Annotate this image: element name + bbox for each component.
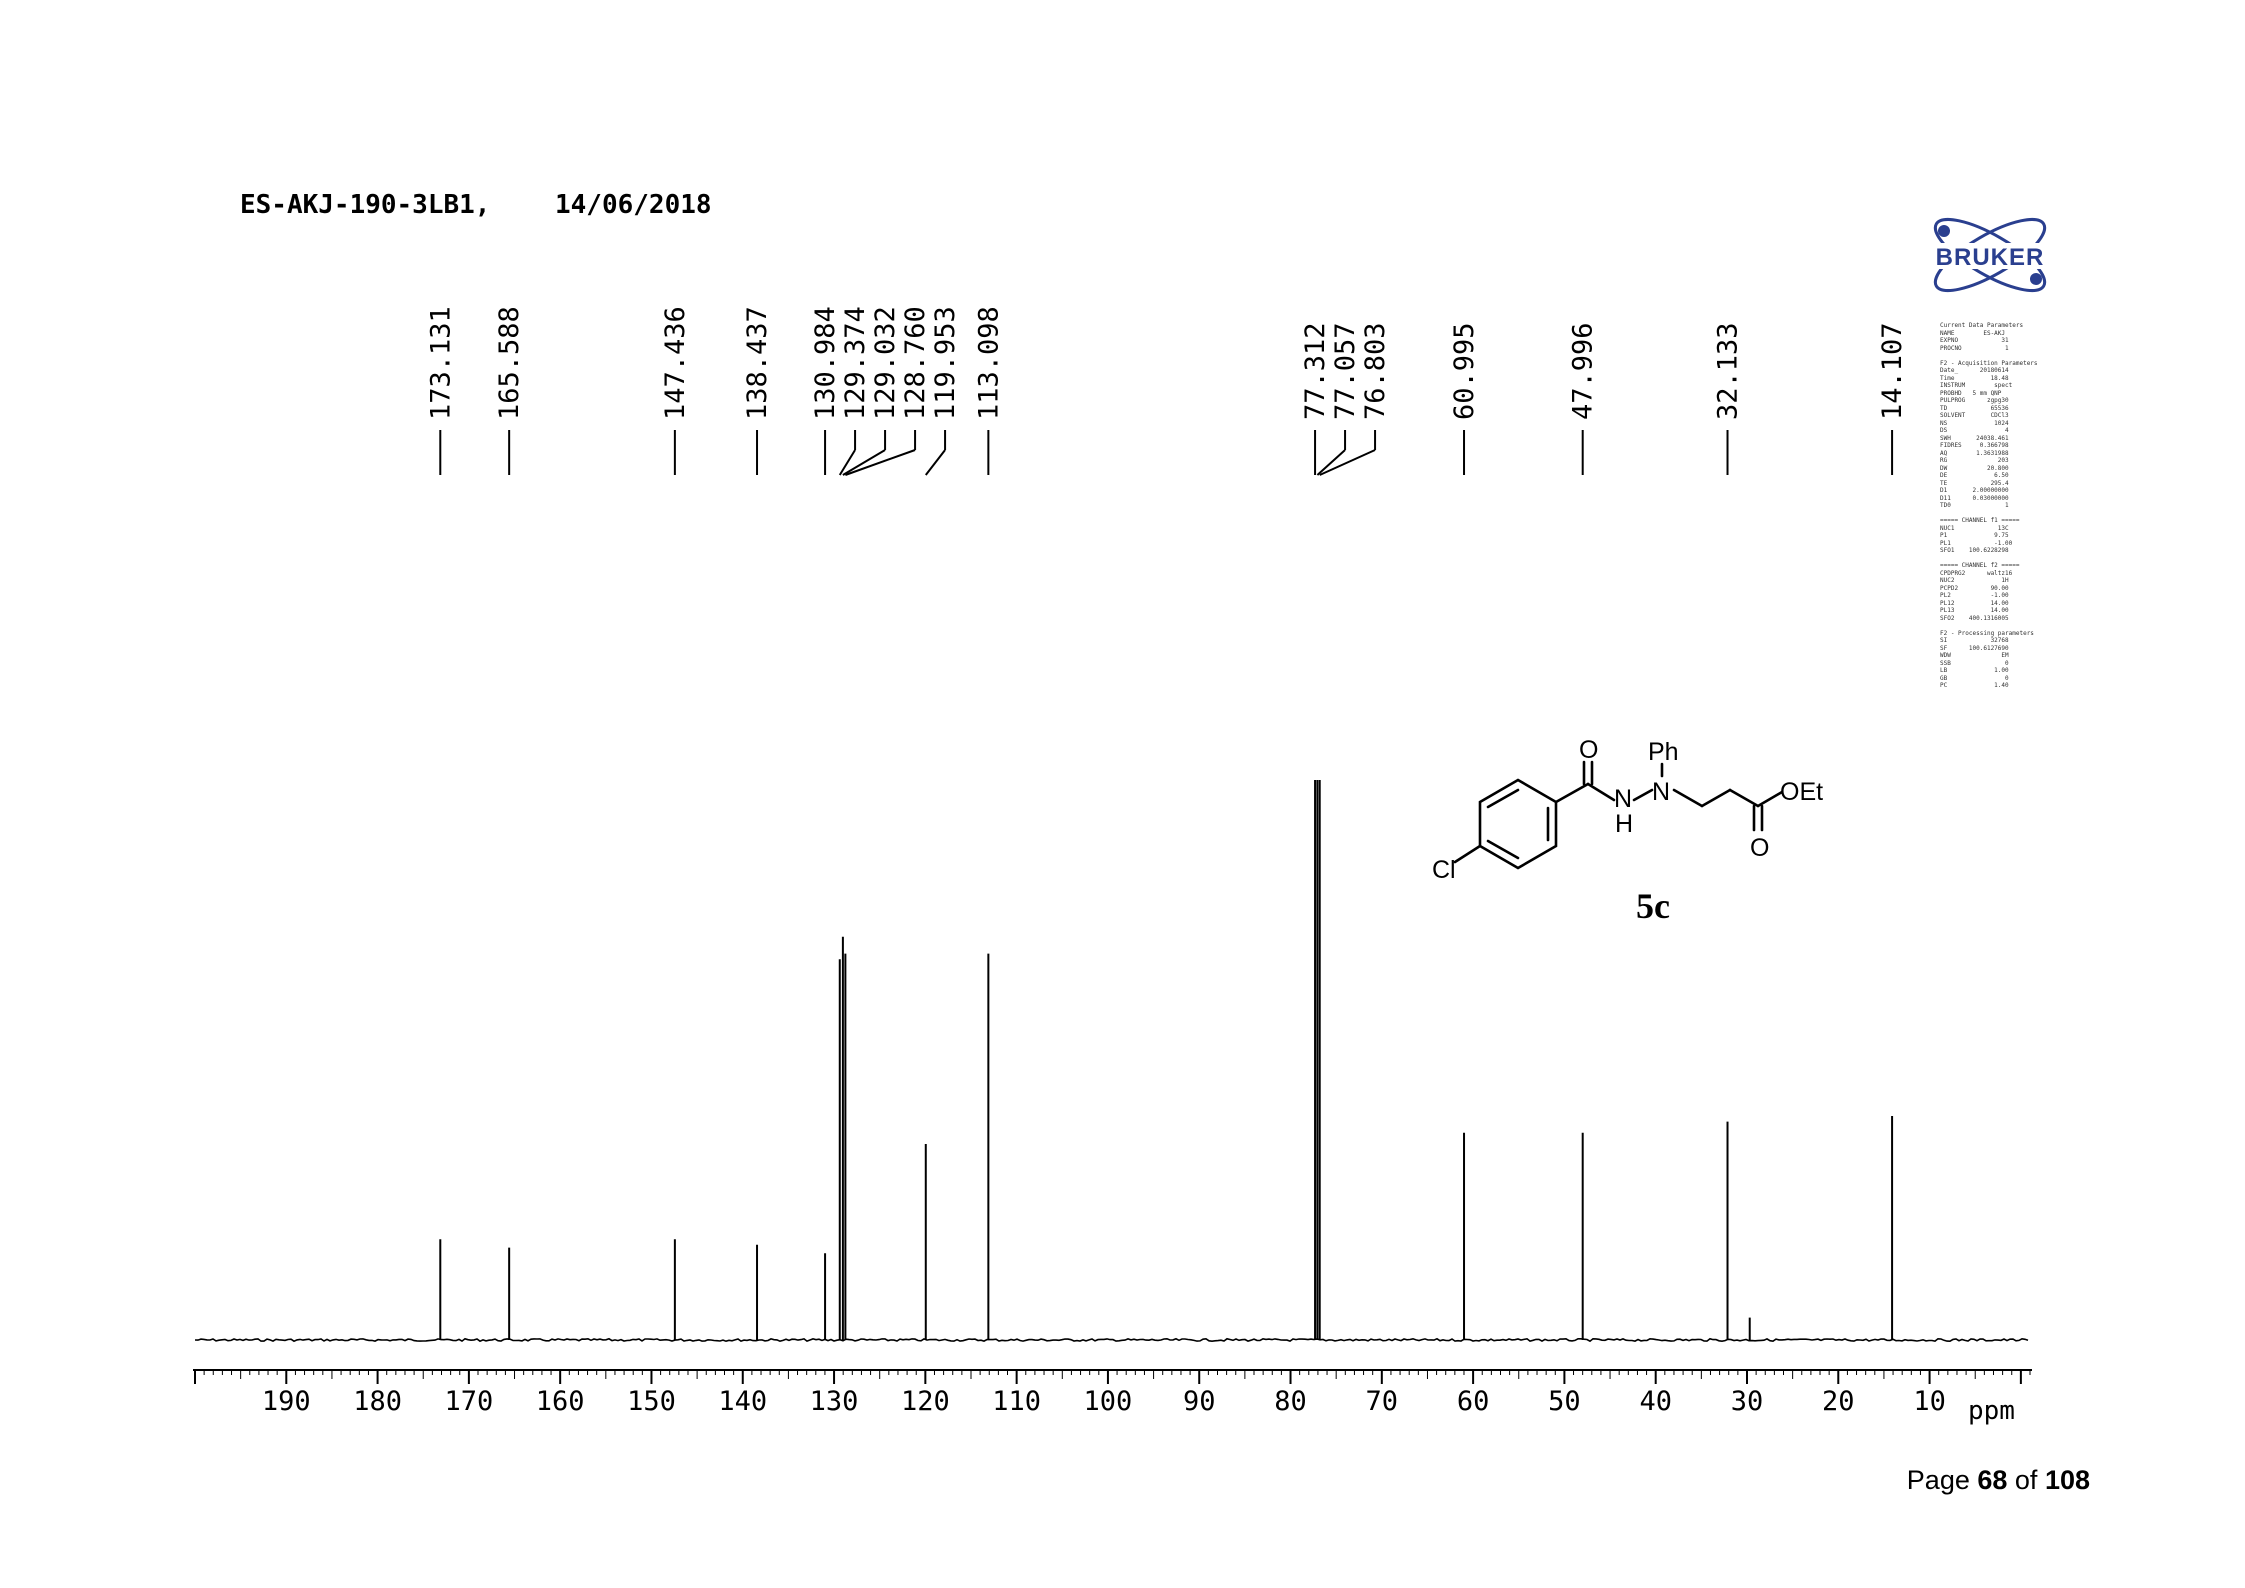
page-current: 68	[1977, 1465, 2008, 1495]
peak-label: 128.760	[900, 306, 931, 420]
peak-label: 173.131	[425, 306, 456, 420]
x-axis-tick-label: 140	[718, 1386, 767, 1417]
bruker-logo-text: BRUKER	[1936, 244, 2045, 271]
peak-label: 129.374	[840, 306, 871, 420]
peak-label: 32.133	[1713, 322, 1744, 420]
peak-label-connector	[838, 449, 856, 476]
atom-label-nh-h: H	[1615, 810, 1633, 838]
x-axis-tick-label: 160	[536, 1386, 585, 1417]
benzene-ring	[1478, 778, 1558, 870]
atom-label-oet: OEt	[1780, 778, 1823, 806]
peak-label-connector	[845, 449, 916, 476]
x-axis-tick-label: 190	[262, 1386, 311, 1417]
x-axis: 190 180 170 160 150 140 130 120 110 100 90 80 70 60 50…	[193, 1369, 2032, 1417]
x-axis-tick-label: 20	[1822, 1386, 1855, 1417]
bruker-atom-logo: BRUKER	[1922, 217, 2058, 293]
atom-label-cl: Cl	[1432, 856, 1456, 884]
x-axis-tick-label: 50	[1548, 1386, 1581, 1417]
atom-label-ph: Ph	[1648, 738, 1679, 766]
nn-bond	[1632, 788, 1654, 802]
peak-connector-group	[439, 430, 1894, 476]
chain-bond-3	[1728, 788, 1760, 808]
x-axis-tick-label: 110	[992, 1386, 1041, 1417]
peak-label: 119.953	[930, 306, 961, 420]
peak-label: 77.057	[1330, 322, 1361, 420]
cl-bond	[1453, 844, 1482, 864]
x-axis-tick-label: 10	[1913, 1386, 1946, 1417]
page-total: 108	[2044, 1465, 2090, 1495]
x-axis-tick-label: 170	[444, 1386, 493, 1417]
sample-title: ES-AKJ-190-3LB1,	[240, 190, 490, 220]
peak-label: 129.032	[870, 306, 901, 420]
x-axis-tick-label: 120	[901, 1386, 950, 1417]
x-axis-tick-label: 150	[627, 1386, 676, 1417]
chain-bond-1	[1672, 788, 1704, 808]
x-axis-tick-label: 60	[1457, 1386, 1490, 1417]
peak-label-connector	[1316, 449, 1346, 476]
x-axis-tick-label: 100	[1084, 1386, 1133, 1417]
peak-label-connector	[842, 449, 886, 476]
peak-label-connector	[1319, 449, 1376, 476]
ester-o-bond	[1756, 790, 1784, 808]
atom-label-n2: N	[1652, 778, 1670, 806]
atom-label-ester-o: O	[1750, 834, 1769, 862]
x-axis-tick-label: 80	[1274, 1386, 1307, 1417]
ring-double-bond-3	[1486, 839, 1520, 860]
peak-label: 76.803	[1360, 322, 1391, 420]
atom-label-nh-n: N	[1614, 785, 1632, 813]
peak-label: 77.312	[1300, 322, 1331, 420]
chemical-structure-5c	[1453, 760, 1784, 870]
peak-label-connector	[924, 449, 946, 476]
peak-label: 130.984	[810, 306, 841, 420]
x-axis-tick-label: 130	[810, 1386, 859, 1417]
structure-labels: Cl O N H N Ph OEt O 5c	[1432, 736, 1823, 926]
x-axis-tick-label: 70	[1366, 1386, 1399, 1417]
x-axis-tick-label: 40	[1639, 1386, 1672, 1417]
ring-to-carbonyl-bond	[1554, 782, 1590, 804]
page-of: of	[2007, 1465, 2045, 1495]
x-axis-unit-label: ppm	[1968, 1396, 2015, 1426]
x-axis-tick-label: 90	[1183, 1386, 1216, 1417]
peak-label: 60.995	[1449, 322, 1480, 420]
acquisition-parameters: Current Data Parameters NAME ES-AKJ EXPN…	[1940, 322, 2038, 689]
peak-label: 147.436	[660, 306, 691, 420]
chain-bond-2	[1700, 788, 1732, 808]
compound-label: 5c	[1636, 886, 1670, 926]
peak-label: 47.996	[1568, 322, 1599, 420]
peak-label-group: 173.131 165.588 147.436 138.437 130.984 129.3…	[425, 306, 1908, 420]
spectrum-baseline	[194, 1337, 2029, 1343]
peak-label: 165.588	[494, 306, 525, 420]
ring-double-bond-1	[1486, 788, 1520, 809]
page-prefix: Page	[1906, 1465, 1978, 1495]
peak-label: 14.107	[1877, 322, 1908, 420]
carbonyl-to-nh-bond	[1586, 782, 1616, 802]
acquisition-date: 14/06/2018	[555, 190, 712, 220]
x-axis-tick-label: 30	[1731, 1386, 1764, 1417]
peak-label: 113.098	[973, 306, 1004, 420]
x-axis-tick-label: 180	[353, 1386, 402, 1417]
atom-label-carbonyl-o: O	[1579, 736, 1598, 764]
peak-label: 138.437	[742, 306, 773, 420]
page-footer: Page 68 of 108	[1907, 1465, 2090, 1496]
spectrum-peak-group	[439, 780, 1894, 1340]
